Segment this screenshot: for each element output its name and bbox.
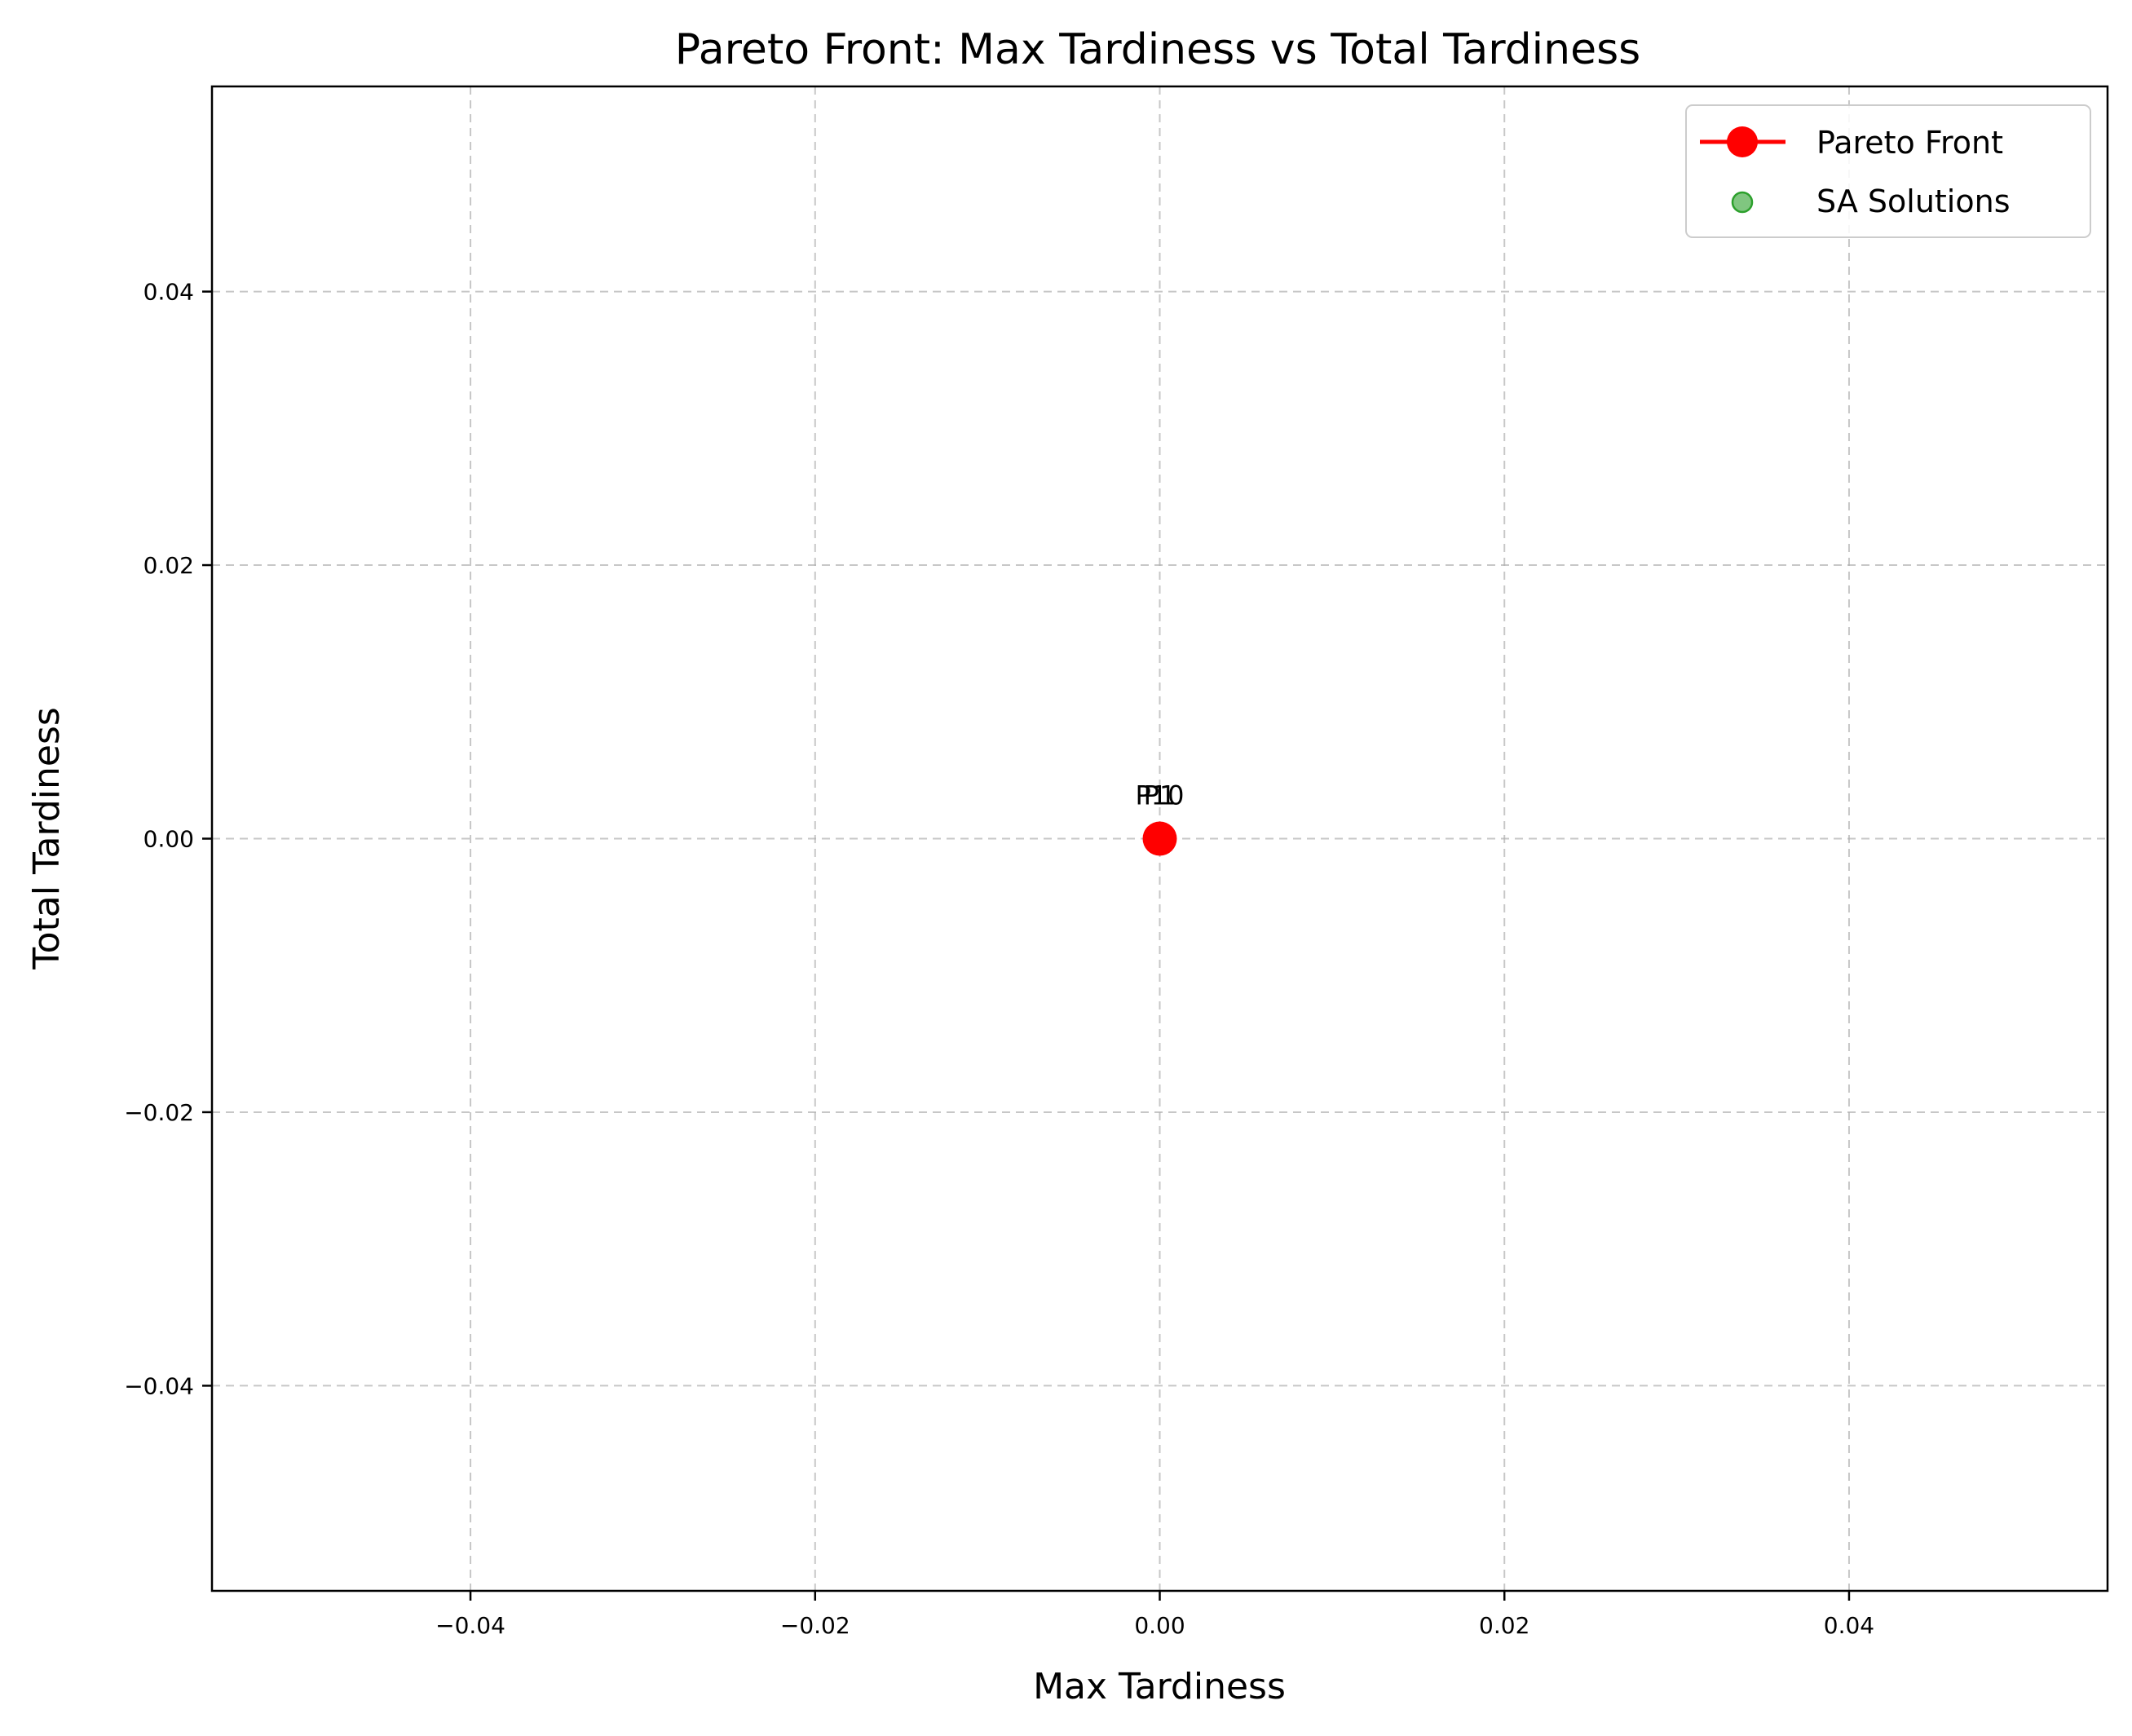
x-tick-label: −0.02: [780, 1612, 850, 1639]
x-tick-label: 0.02: [1479, 1612, 1529, 1639]
y-axis-ticks: −0.04 −0.02 0.00 0.02 0.04: [124, 279, 212, 1399]
pareto-front-point: [1142, 821, 1177, 856]
x-tick-label: −0.04: [435, 1612, 505, 1639]
y-axis-label: Total Tardiness: [26, 707, 68, 970]
x-tick-label: 0.00: [1134, 1612, 1185, 1639]
y-tick-label: 0.04: [143, 279, 194, 306]
y-tick-label: −0.04: [124, 1372, 194, 1399]
x-axis-ticks: −0.04 −0.02 0.00 0.02 0.04: [435, 1591, 1874, 1639]
y-tick-label: 0.02: [143, 552, 194, 579]
point-annotation: P10: [1135, 780, 1184, 811]
legend-label-sa-solutions: SA Solutions: [1816, 183, 2011, 219]
legend-frame: [1685, 104, 2091, 238]
legend-sa-marker: [1731, 191, 1754, 214]
y-tick-label: 0.00: [143, 826, 194, 853]
legend-pareto-marker: [1727, 126, 1758, 157]
x-tick-label: 0.04: [1824, 1612, 1874, 1639]
legend-label-pareto-front: Pareto Front: [1816, 125, 2003, 161]
y-tick-label: −0.02: [124, 1099, 194, 1126]
point-annotation: P1: [1144, 780, 1176, 811]
x-axis-label: Max Tardiness: [1033, 1666, 1286, 1707]
legend: Pareto Front SA Solutions: [1685, 104, 2091, 238]
chart-title: Pareto Front: Max Tardiness vs Total Tar…: [675, 25, 1641, 74]
